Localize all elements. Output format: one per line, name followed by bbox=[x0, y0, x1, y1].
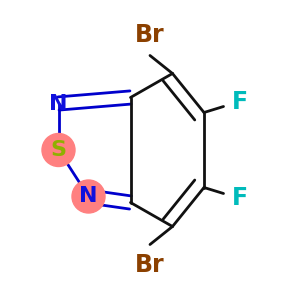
Text: F: F bbox=[232, 186, 248, 210]
Text: Br: Br bbox=[135, 22, 165, 46]
Text: Br: Br bbox=[135, 254, 165, 278]
Text: F: F bbox=[232, 90, 248, 114]
Circle shape bbox=[42, 134, 75, 166]
Text: N: N bbox=[79, 187, 98, 206]
Text: N: N bbox=[49, 94, 68, 113]
Circle shape bbox=[72, 180, 105, 213]
Text: S: S bbox=[50, 140, 67, 160]
